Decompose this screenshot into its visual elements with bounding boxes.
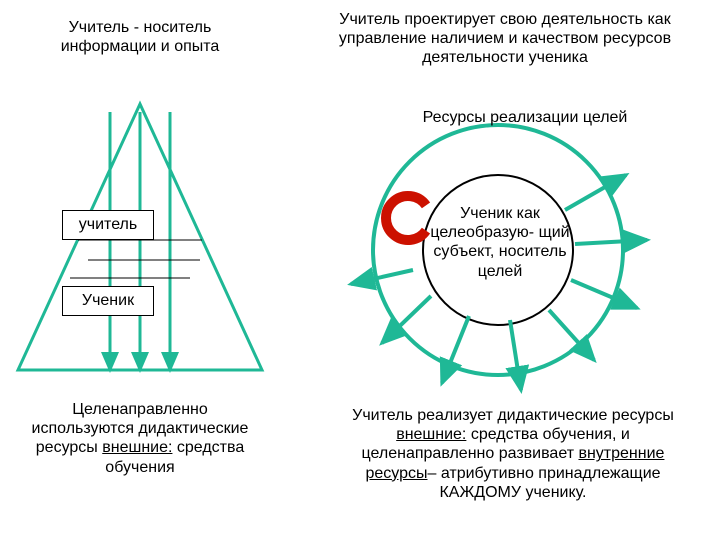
right-bottom-text: Учитель реализует дидактические ресурсы … xyxy=(348,406,678,502)
diagram-canvas: Учитель - носитель информации и опыта Уч… xyxy=(0,0,720,540)
right-title: Учитель проектирует свою деятельность ка… xyxy=(310,10,700,68)
left-title: Учитель - носитель информации и опыта xyxy=(30,18,250,56)
triangle-arrows xyxy=(110,112,170,370)
teacher-box-label: учитель xyxy=(79,216,137,234)
resources-label: Ресурсы реализации целей xyxy=(410,108,640,127)
student-box: Ученик xyxy=(62,286,154,316)
left-bottom-text: Целенаправленно используются дидактическ… xyxy=(20,400,260,477)
teacher-box: учитель xyxy=(62,210,154,240)
triangle-dividers xyxy=(70,240,202,278)
student-core-label: Ученик как целеобразую- щий субъект, нос… xyxy=(420,204,580,281)
student-box-label: Ученик xyxy=(82,292,134,310)
